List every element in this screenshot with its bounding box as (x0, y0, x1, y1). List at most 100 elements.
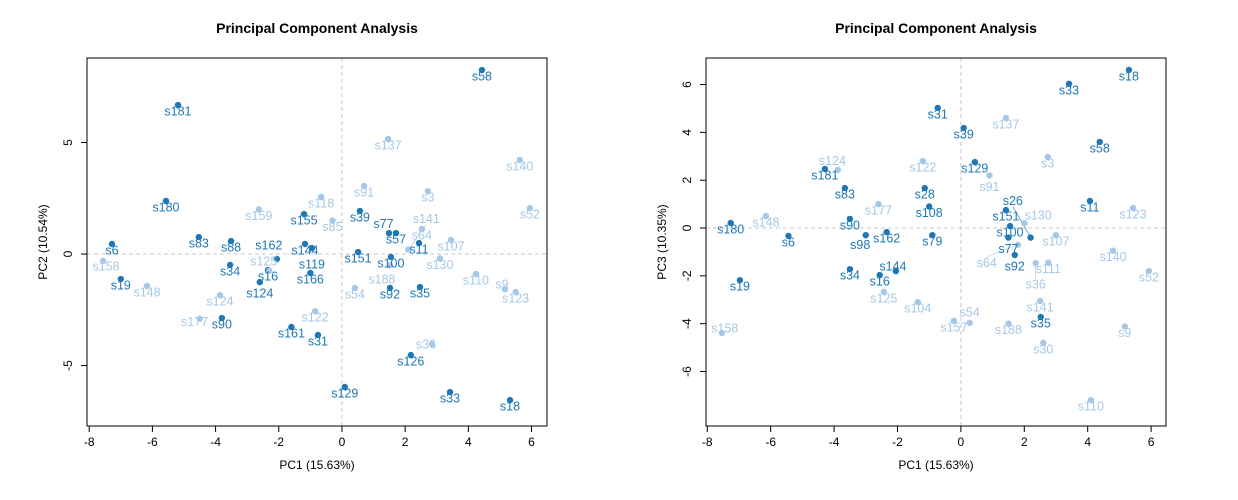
x-tick-label: -6 (147, 435, 158, 449)
data-point (1005, 234, 1012, 241)
data-point (1011, 251, 1018, 259)
point-label: s129 (331, 386, 358, 400)
data-point (308, 244, 316, 252)
plot-2: Principal Component Analysis s18 s33 s58 s19… (655, 20, 1167, 472)
point-label: s19 (730, 280, 750, 294)
point-label: s162 (255, 239, 282, 253)
data-point (875, 200, 882, 208)
point-label: s33 (1059, 83, 1079, 97)
point-label: s126 (397, 355, 424, 369)
data-point (300, 210, 308, 218)
y-tick-label: -5 (61, 360, 75, 371)
y-axis-label: PC2 (10.54%) (36, 204, 50, 279)
data-point (117, 275, 125, 283)
point-label: s124 (246, 287, 273, 301)
data-point (1040, 339, 1047, 346)
point-label: s92 (1005, 260, 1025, 274)
point-label: s111 (1036, 262, 1061, 276)
point-label: s141 (413, 212, 440, 226)
y-tick-label: -6 (680, 366, 694, 377)
point-label: s34 (840, 269, 860, 283)
point-label: s19 (111, 279, 131, 293)
data-point (195, 233, 203, 241)
point-label: s122 (302, 311, 329, 325)
point-label: s54 (345, 287, 365, 301)
data-point (418, 225, 426, 233)
data-point (1027, 234, 1034, 241)
data-point (387, 253, 395, 261)
point-label: s64 (412, 229, 432, 243)
point-label: s90 (840, 218, 860, 232)
data-point (834, 166, 842, 174)
point-label: s188 (995, 323, 1022, 337)
point-label: s130 (1025, 209, 1052, 223)
data-point (966, 319, 973, 327)
data-point (143, 282, 151, 290)
data-point (266, 267, 273, 274)
data-point (1087, 396, 1095, 404)
point-label: s140 (1099, 250, 1126, 264)
point-label: s162 (873, 232, 900, 246)
data-point (1109, 247, 1117, 254)
point-label: s36 (1026, 278, 1046, 292)
data-point (516, 156, 524, 164)
data-point (385, 229, 393, 237)
data-point (1145, 267, 1153, 275)
data-point (883, 228, 890, 236)
x-tick-label: -8 (84, 435, 95, 449)
point-label: s92 (380, 287, 400, 301)
point-label: s36 (416, 338, 436, 352)
data-point (1032, 259, 1039, 267)
point-label: s52 (520, 208, 540, 222)
data-point (226, 261, 234, 269)
x-tick-label: 6 (528, 435, 535, 449)
point-label: s52 (1139, 271, 1159, 285)
point-label: s104 (904, 302, 931, 316)
data-point (841, 184, 849, 192)
data-point (288, 323, 295, 331)
point-label: s9 (1118, 326, 1131, 340)
data-point (929, 231, 936, 239)
data-point (341, 383, 349, 391)
point-label: s129 (961, 162, 988, 176)
point-label: s98 (850, 238, 870, 252)
point-label: s180 (717, 222, 744, 236)
data-point (196, 315, 203, 322)
x-tick-label: 2 (402, 435, 409, 449)
point-label: s77 (373, 217, 393, 231)
point-label: s11 (1080, 200, 1099, 214)
data-point (762, 212, 770, 220)
point-label: s137 (992, 118, 1019, 132)
data-point (914, 298, 921, 306)
point-label: s123 (1119, 207, 1146, 221)
chart-title: Principal Component Analysis (216, 20, 418, 36)
data-point (880, 288, 888, 296)
data-point (1121, 323, 1128, 330)
data-point (862, 231, 869, 239)
data-point (314, 331, 322, 339)
point-label: s90 (212, 318, 232, 332)
point-label: s91 (354, 186, 374, 200)
x-tick-label: -4 (829, 435, 840, 449)
x-tick-label: 0 (958, 435, 965, 449)
point-label: s148 (133, 285, 160, 299)
data-point (317, 193, 325, 201)
point-label: s18 (500, 400, 520, 414)
data-point (1006, 222, 1014, 230)
data-point (1045, 259, 1052, 266)
data-point (415, 239, 423, 247)
point-label: s64 (977, 256, 997, 270)
data-point (307, 269, 314, 277)
point-label: s140 (506, 159, 533, 173)
data-point (392, 229, 400, 237)
point-label: s188 (368, 273, 395, 287)
point-label: s108 (916, 206, 943, 220)
data-point (218, 314, 226, 322)
point-label: s31 (308, 335, 328, 349)
point-label: s26 (1003, 194, 1023, 208)
point-label: s180 (152, 200, 179, 214)
data-point (386, 261, 394, 269)
point-label: s16 (258, 270, 278, 284)
y-tick-label: -4 (680, 318, 694, 329)
